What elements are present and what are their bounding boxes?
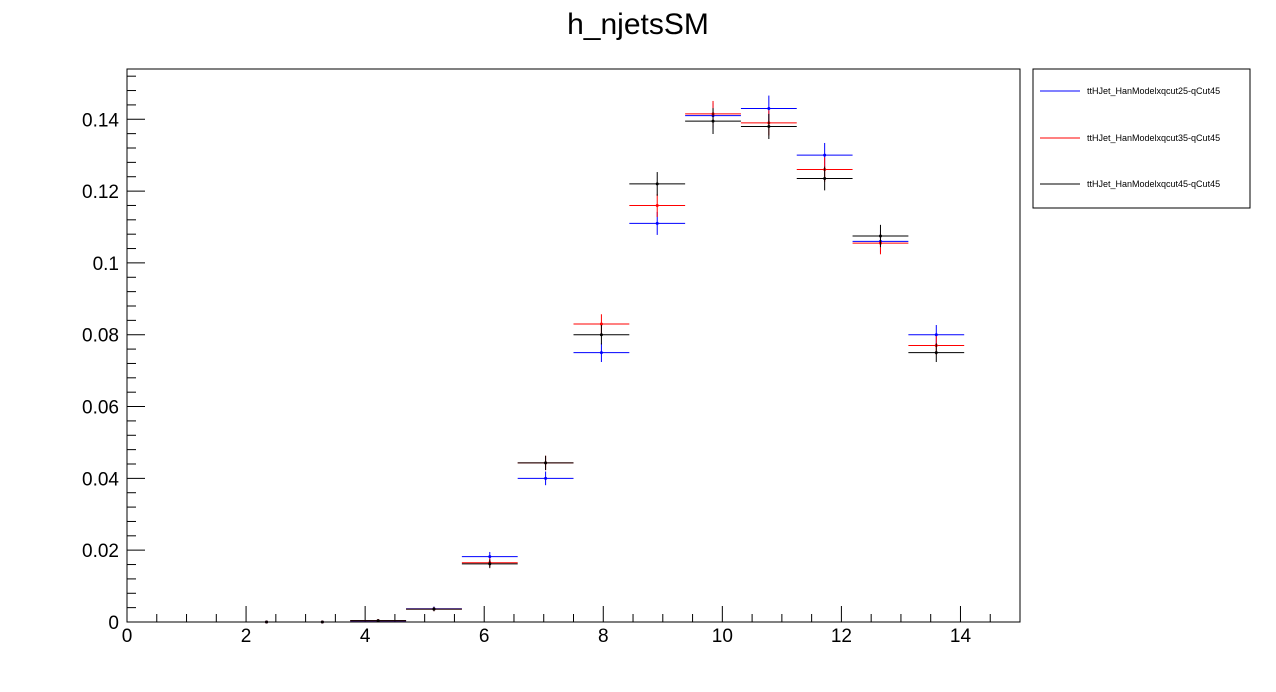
x-tick-label: 8 [598,626,609,647]
data-point [432,607,436,611]
data-point [767,124,771,128]
data-point [823,153,827,157]
data-point [599,322,603,326]
data-point [544,476,548,480]
x-tick-label: 10 [712,626,733,647]
data-point [934,333,938,337]
data-point [655,182,659,186]
data-point [655,221,659,225]
data-point [823,177,827,181]
data-point [767,107,771,110]
legend-label-0: ttHJet_HanModelxqcut25-qCut45 [1087,86,1220,96]
x-tick-label: 14 [950,626,972,647]
y-tick-label: 0 [108,613,119,634]
data-point [934,351,938,355]
data-point [878,234,882,238]
data-point [599,333,603,337]
legend: ttHJet_HanModelxqcut25-qCut45 ttHJet_Han… [1032,68,1251,209]
y-tick-label: 0.08 [82,326,119,347]
y-tick-label: 0.14 [82,110,119,131]
data-point [544,461,548,465]
legend-label-1: ttHJet_HanModelxqcut35-qCut45 [1087,133,1220,143]
legend-label-2: ttHJet_HanModelxqcut45-qCut45 [1087,179,1220,189]
y-tick-label: 0.12 [82,182,119,203]
data-point [599,351,603,355]
x-tick-label: 12 [831,626,852,647]
y-tick-label: 0.04 [82,469,119,490]
x-tick-label: 2 [241,626,252,647]
y-tick-label: 0.1 [93,254,119,275]
plot-frame [126,68,1021,623]
data-point [655,203,659,207]
axes: 0 2 4 6 8 10 12 14 0 0.02 0.04 0.06 0.08 0.1 0.12 0.14 [82,75,1021,647]
chart-title: h_njetsSM [567,8,709,41]
data-point [488,555,492,559]
x-tick-label: 6 [479,626,490,647]
data-point [711,119,715,123]
data-point [488,562,492,566]
y-tick-label: 0.06 [82,398,119,419]
x-tick-label: 0 [122,626,133,647]
data-point [376,619,380,623]
x-tick-label: 4 [360,626,371,647]
y-tick-label: 0.02 [82,541,119,562]
